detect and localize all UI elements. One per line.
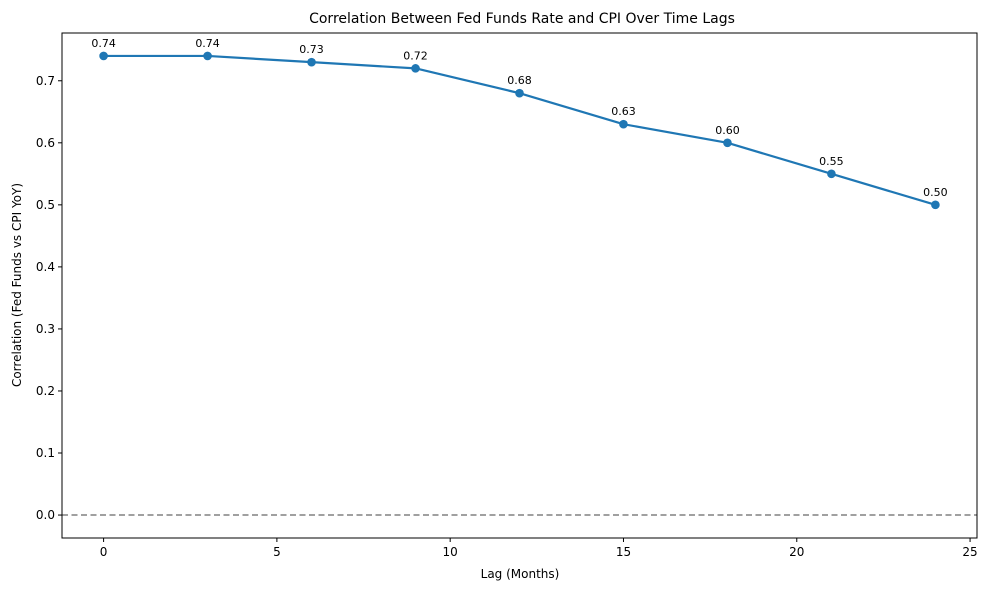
y-tick-label: 0.6 xyxy=(36,136,55,150)
data-label: 0.73 xyxy=(299,43,324,56)
y-tick-label: 0.2 xyxy=(36,384,55,398)
plot-frame xyxy=(61,32,978,539)
data-label: 0.74 xyxy=(91,37,116,50)
x-tick-label: 20 xyxy=(789,545,804,559)
y-tick-label: 0.0 xyxy=(36,508,55,522)
x-tick-label: 0 xyxy=(100,545,108,559)
y-axis-label: Correlation (Fed Funds vs CPI YoY) xyxy=(10,183,24,387)
data-label: 0.74 xyxy=(195,37,220,50)
data-label: 0.60 xyxy=(715,124,740,137)
y-tick-label: 0.4 xyxy=(36,260,55,274)
data-point xyxy=(827,169,836,179)
x-tick-label: 25 xyxy=(962,545,977,559)
x-axis-label: Lag (Months) xyxy=(481,567,560,581)
x-tick-label: 10 xyxy=(443,545,458,559)
y-tick-label: 0.7 xyxy=(36,74,55,88)
data-point xyxy=(411,64,420,73)
data-label: 0.72 xyxy=(403,49,428,62)
data-point xyxy=(619,119,628,129)
data-label: 0.68 xyxy=(507,74,532,87)
data-point xyxy=(307,57,316,67)
data-point xyxy=(99,51,108,61)
data-point xyxy=(723,138,732,148)
data-label: 0.63 xyxy=(611,105,636,118)
chart-title: Correlation Between Fed Funds Rate and C… xyxy=(309,11,735,27)
data-label: 0.55 xyxy=(819,155,844,168)
data-point xyxy=(203,51,212,61)
data-label: 0.50 xyxy=(923,186,948,199)
data-point xyxy=(515,88,524,98)
x-tick-label: 5 xyxy=(273,545,281,559)
x-tick-label: 15 xyxy=(616,545,631,559)
plot-area: 0.74 0.74 0.73 0.72 0.68 0.63 0.60 0.55 0.50 0 5 10… xyxy=(36,32,978,559)
y-tick-label: 0.5 xyxy=(36,198,55,212)
y-tick-label: 0.3 xyxy=(36,322,55,336)
y-tick-label: 0.1 xyxy=(36,446,55,460)
data-point xyxy=(931,200,940,210)
